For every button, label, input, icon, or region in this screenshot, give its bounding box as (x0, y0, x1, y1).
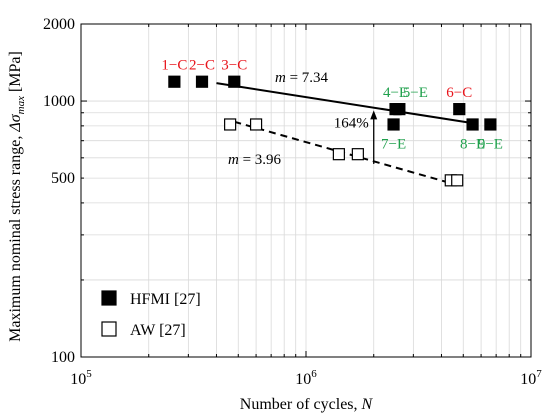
hfmi-point (387, 118, 400, 131)
hfmi-point (393, 103, 406, 116)
x-tick-base: 10 (520, 371, 536, 388)
point-label: 9−E (478, 136, 503, 152)
hfmi-point (466, 118, 479, 131)
hfmi-point (484, 118, 497, 131)
annotation-label: 164% (334, 115, 369, 131)
x-axis-title-var: N (361, 396, 374, 413)
x-axis-title: Number of cycles, N (240, 396, 374, 413)
ticks (80, 23, 532, 358)
y-tick-label: 1000 (43, 93, 75, 110)
legend-marker-aw (101, 321, 117, 337)
x-tick-exponent: 6 (311, 368, 317, 380)
hfmi-point (195, 75, 209, 88)
legend-marker-hfmi (101, 290, 117, 306)
grid (81, 24, 531, 357)
fit-label-value: = 7.34 (286, 70, 329, 86)
aw-point (249, 118, 263, 131)
fit-label-var: m (228, 152, 239, 168)
annotation-arrow-head (370, 110, 378, 120)
point-label: 5−E (403, 85, 428, 101)
point-label: 4−E (383, 85, 408, 101)
y-tick-label: 100 (51, 349, 75, 366)
y-axis-title-unit: [MPa] (7, 51, 24, 96)
hfmi-fit-line (216, 82, 473, 125)
aw-point (332, 148, 345, 161)
x-tick-label: 106 (295, 368, 317, 388)
x-tick-exponent: 7 (536, 368, 542, 380)
fit-label-var: m (275, 70, 286, 86)
y-axis-title-text: Maximum nominal stress range, (7, 132, 24, 342)
x-tick-label: 105 (70, 368, 92, 388)
legend-label: HFMI [27] (130, 291, 201, 308)
y-tick-label: 500 (51, 170, 75, 187)
aw-point (224, 118, 237, 131)
point-label: 3−C (221, 58, 247, 74)
y-axis-title: Maximum nominal stress range, Δσmax [MPa… (7, 51, 27, 342)
y-axis-title-sub: max (15, 96, 27, 114)
hfmi-point (453, 103, 466, 116)
aw-point (451, 174, 464, 187)
x-tick-base: 10 (70, 371, 86, 388)
hfmi-point (228, 75, 241, 88)
aw-point (351, 148, 364, 161)
fit-label: m = 7.34 (275, 70, 329, 86)
x-axis-title-text: Number of cycles, (240, 396, 362, 413)
point-label: 2−C (189, 58, 215, 74)
point-label: 7−E (381, 136, 406, 152)
y-axis-title-var: Δσ (7, 113, 24, 132)
fit-label-value: = 3.96 (239, 152, 282, 168)
x-tick-label: 107 (520, 368, 542, 388)
point-label: 8−E (460, 136, 485, 152)
x-tick-exponent: 5 (86, 368, 92, 380)
y-tick-label: 2000 (43, 16, 75, 33)
hfmi-point (168, 75, 181, 88)
legend-label: AW [27] (130, 322, 186, 339)
point-label: 6−C (446, 85, 472, 101)
fit-label: m = 3.96 (228, 152, 282, 168)
point-label: 1−C (161, 58, 187, 74)
x-tick-base: 10 (295, 371, 311, 388)
